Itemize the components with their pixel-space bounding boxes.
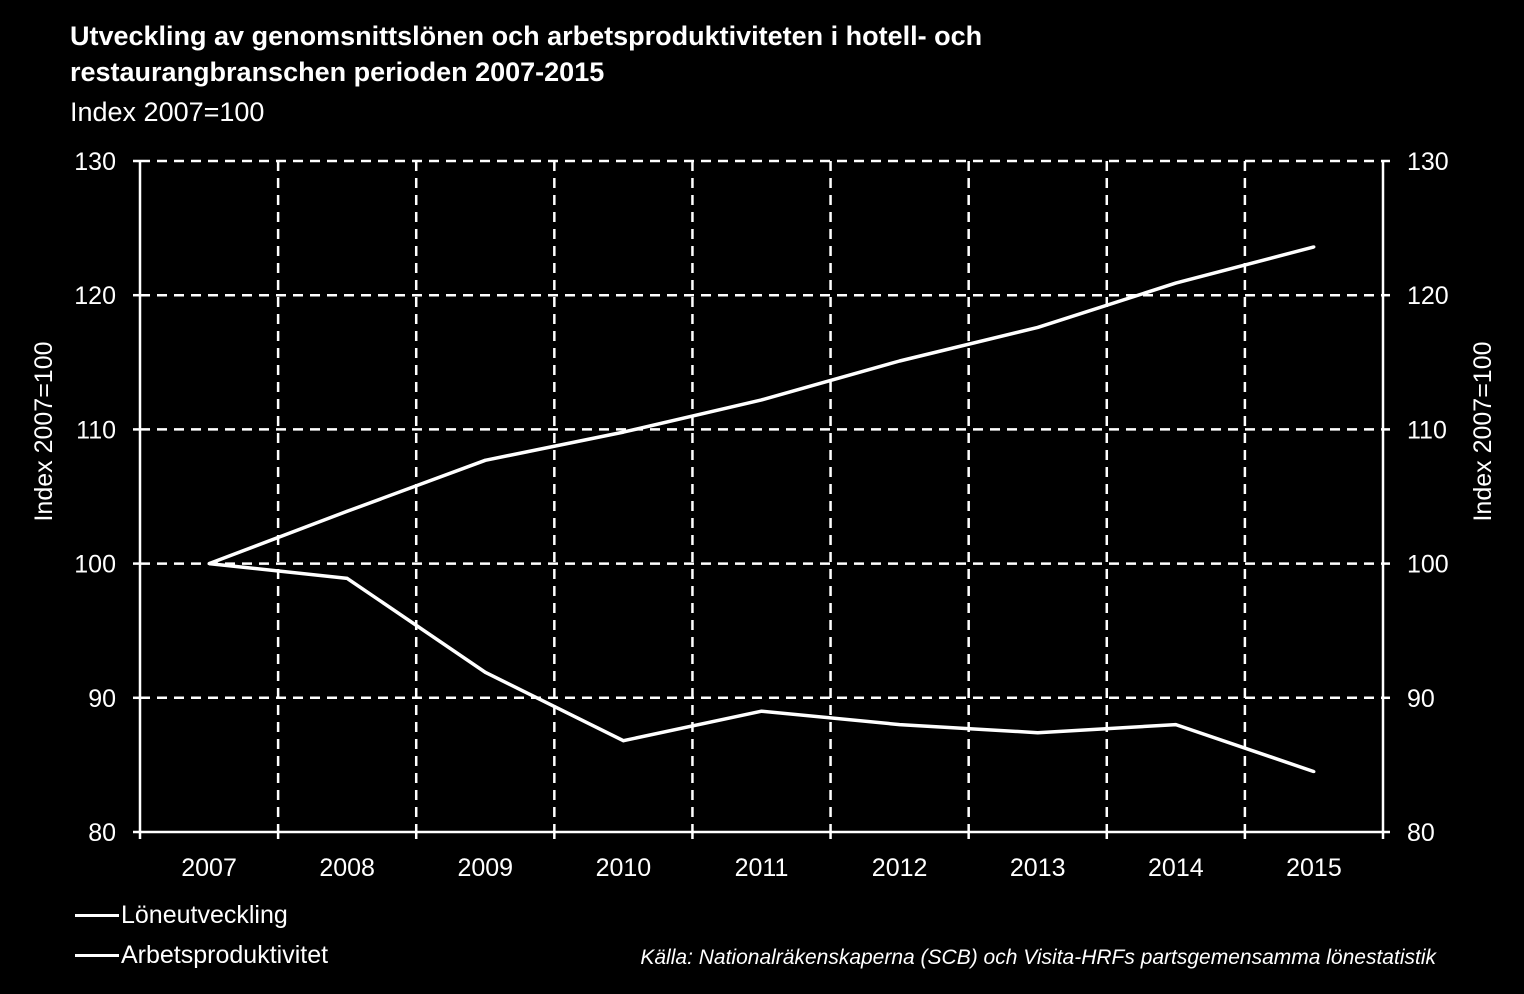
- data-point: [1312, 245, 1316, 249]
- data-point: [621, 739, 625, 743]
- x-tick-label: 2012: [872, 854, 928, 882]
- y-tick-label-left: 80: [88, 819, 116, 847]
- x-tick-label: 2015: [1286, 854, 1342, 882]
- legend-item-loneutveckling: Löneutveckling: [75, 895, 328, 935]
- data-point: [898, 359, 902, 363]
- y-tick-label-right: 110: [1407, 416, 1447, 444]
- data-point: [1174, 723, 1178, 727]
- series-line-1: [208, 561, 1315, 774]
- data-point: [760, 709, 763, 713]
- chart-title-line1: Utveckling av genomsnittslönen och arbet…: [70, 21, 983, 51]
- data-point: [483, 458, 487, 462]
- y-axis-title-right: Index 2007=100: [1469, 341, 1497, 521]
- legend-swatch-loneutveckling: [75, 913, 119, 917]
- x-tick-label: 2009: [457, 854, 513, 882]
- y-tick-label-left: 100: [74, 551, 116, 579]
- data-point: [207, 562, 211, 566]
- y-tick-label-right: 100: [1407, 551, 1449, 579]
- legend-swatch-arbetsproduktivitet: [75, 953, 119, 957]
- y-axis-title-left: Index 2007=100: [30, 341, 58, 521]
- data-point: [345, 509, 349, 513]
- data-point: [898, 723, 902, 727]
- y-tick-label-right: 90: [1407, 685, 1435, 713]
- data-point: [1036, 731, 1040, 735]
- x-tick-label: 2007: [181, 854, 237, 882]
- legend-item-arbetsproduktivitet: Arbetsproduktivitet: [75, 935, 328, 975]
- y-tick-label-right: 80: [1407, 819, 1435, 847]
- y-tick-label-left: 120: [74, 282, 116, 310]
- legend-label-arbetsproduktivitet: Arbetsproduktivitet: [121, 940, 329, 969]
- data-point: [1036, 325, 1040, 329]
- data-point: [483, 670, 487, 674]
- data-point: [345, 576, 349, 580]
- x-tick-label: 2008: [319, 854, 375, 882]
- x-tick-label: 2013: [1010, 854, 1066, 882]
- chart-subtitle: Index 2007=100: [70, 97, 265, 127]
- y-tick-label-left: 90: [88, 685, 116, 713]
- x-tick-label: 2011: [735, 854, 789, 882]
- data-point: [1312, 770, 1316, 774]
- data-point: [1174, 281, 1178, 285]
- y-tick-label-left: 110: [76, 416, 116, 444]
- data-point: [760, 398, 763, 402]
- x-tick-label: 2010: [596, 854, 652, 882]
- y-tick-label-right: 130: [1407, 148, 1449, 176]
- x-tick-label: 2014: [1148, 854, 1204, 882]
- y-tick-label-left: 130: [74, 148, 116, 176]
- chart-legend: Löneutveckling Arbetsproduktivitet: [75, 895, 328, 975]
- data-point: [621, 430, 625, 434]
- source-note: Källa: Nationalräkenskaperna (SCB) och V…: [640, 946, 1436, 969]
- chart-title: Utveckling av genomsnittslönen och arbet…: [70, 18, 982, 90]
- legend-label-loneutveckling: Löneutveckling: [121, 900, 288, 929]
- y-tick-label-right: 120: [1407, 282, 1449, 310]
- chart-title-line2: restaurangbranschen perioden 2007-2015: [70, 57, 605, 87]
